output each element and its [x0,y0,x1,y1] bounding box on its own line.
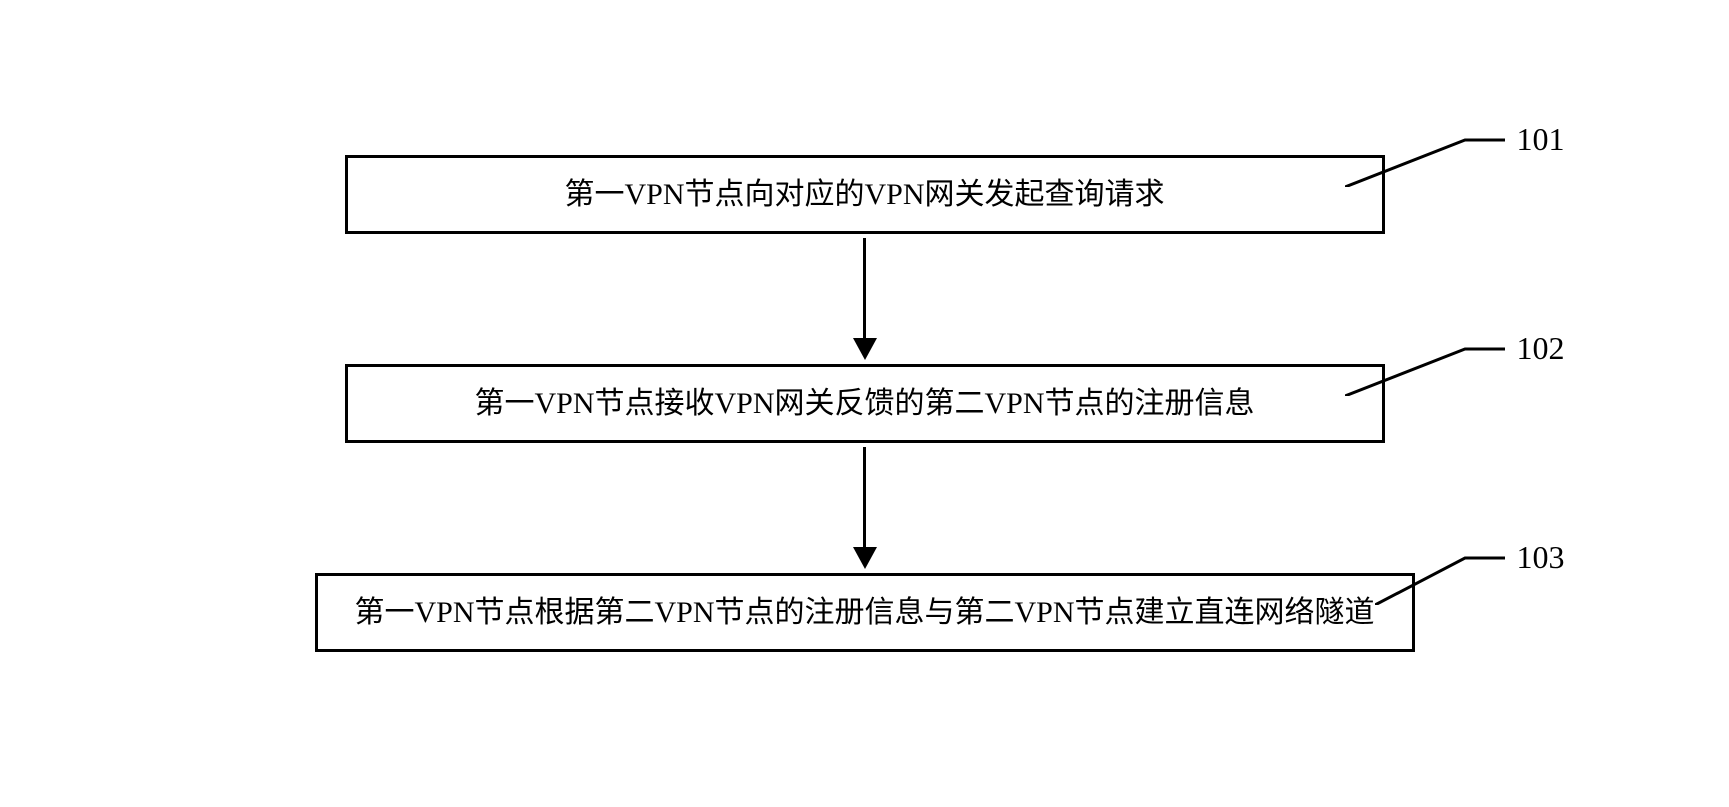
step-box-102: 第一VPN节点接收VPN网关反馈的第二VPN节点的注册信息 [345,364,1385,443]
step-label-101: 101 [1517,121,1565,158]
step-text-103: 第一VPN节点根据第二VPN节点的注册信息与第二VPN节点建立直连网络隧道 [354,590,1374,635]
arrow-head-icon [853,338,877,360]
arrow-1-2 [853,234,877,364]
step-wrapper-3: 第一VPN节点根据第二VPN节点的注册信息与第二VPN节点建立直连网络隧道 10… [165,573,1565,652]
callout-line-101 [1345,137,1505,187]
step-label-102: 102 [1517,330,1565,367]
arrow-line-icon [863,238,866,338]
arrow-head-icon [853,547,877,569]
callout-line-102 [1345,346,1505,396]
flowchart-container: 第一VPN节点向对应的VPN网关发起查询请求 101 第一VPN节点接收VPN网… [145,115,1585,692]
arrow-2-3 [853,443,877,573]
step-wrapper-1: 第一VPN节点向对应的VPN网关发起查询请求 101 [165,155,1565,234]
step-wrapper-2: 第一VPN节点接收VPN网关反馈的第二VPN节点的注册信息 102 [165,364,1565,443]
step-text-102: 第一VPN节点接收VPN网关反馈的第二VPN节点的注册信息 [474,381,1254,426]
step-box-103: 第一VPN节点根据第二VPN节点的注册信息与第二VPN节点建立直连网络隧道 [315,573,1415,652]
callout-line-103 [1375,555,1505,605]
step-text-101: 第一VPN节点向对应的VPN网关发起查询请求 [564,172,1164,217]
step-box-101: 第一VPN节点向对应的VPN网关发起查询请求 [345,155,1385,234]
arrow-line-icon [863,447,866,547]
step-label-103: 103 [1517,539,1565,576]
